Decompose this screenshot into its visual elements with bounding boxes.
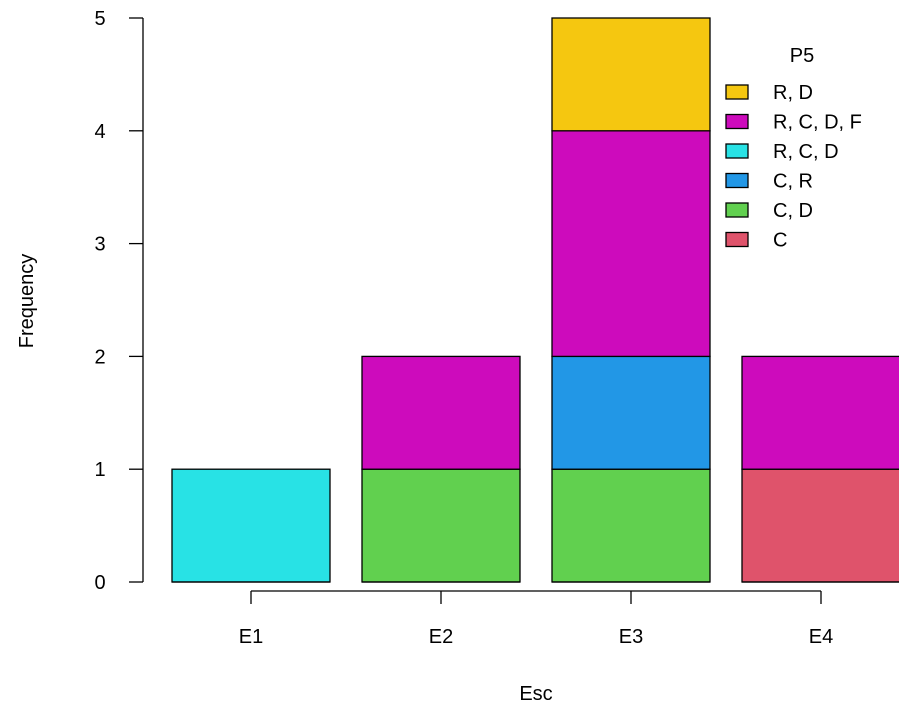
x-axis: E1 E2 E3 E4 (239, 590, 833, 648)
x-tick-label-e2: E2 (429, 626, 453, 648)
bar-segment-e1-series-3 (171, 468, 331, 583)
legend-title: P5 (790, 45, 814, 67)
legend-label-4: C, D (773, 200, 813, 222)
legend-swatch-0 (725, 84, 749, 100)
y-tick-label-2: 2 (94, 346, 105, 368)
bar-segment-e2-series-1 (361, 468, 521, 583)
y-axis: 0 1 2 3 4 5 (94, 8, 144, 594)
bar-segment-e3-series-5 (551, 17, 711, 132)
y-tick-label-3: 3 (94, 234, 105, 256)
legend-label-5: C (773, 230, 787, 252)
legend-label-1: R, C, D, F (773, 112, 862, 134)
bar-segment-e3-series-1 (551, 468, 711, 583)
legend: P5 R, D R, C, D, F R, C, D C, R C, D C (725, 45, 862, 252)
y-axis-label: Frequency (16, 254, 38, 349)
bars-layer (171, 17, 899, 583)
bar-segment-e2-series-4 (361, 355, 521, 470)
bar-segment-e4-series-0 (741, 468, 899, 583)
bar-segment-e4-series-4 (741, 355, 899, 470)
x-tick-label-e3: E3 (619, 626, 643, 648)
legend-swatch-3 (725, 172, 749, 189)
x-axis-label: Esc (519, 683, 552, 705)
y-tick-label-0: 0 (94, 572, 105, 594)
legend-swatch-2 (725, 143, 749, 159)
legend-swatch-4 (725, 202, 749, 218)
y-tick-label-1: 1 (94, 459, 105, 481)
legend-swatch-1 (725, 113, 749, 130)
legend-swatch-5 (725, 231, 749, 248)
legend-label-0: R, D (773, 82, 813, 104)
y-tick-label-5: 5 (94, 8, 105, 30)
legend-label-3: C, R (773, 171, 813, 193)
legend-label-2: R, C, D (773, 141, 839, 163)
x-tick-label-e4: E4 (809, 626, 833, 648)
bar-segment-e3-series-4 (551, 130, 711, 358)
x-tick-label-e1: E1 (239, 626, 263, 648)
bar-segment-e3-series-2 (551, 355, 711, 470)
y-tick-label-4: 4 (94, 121, 105, 143)
